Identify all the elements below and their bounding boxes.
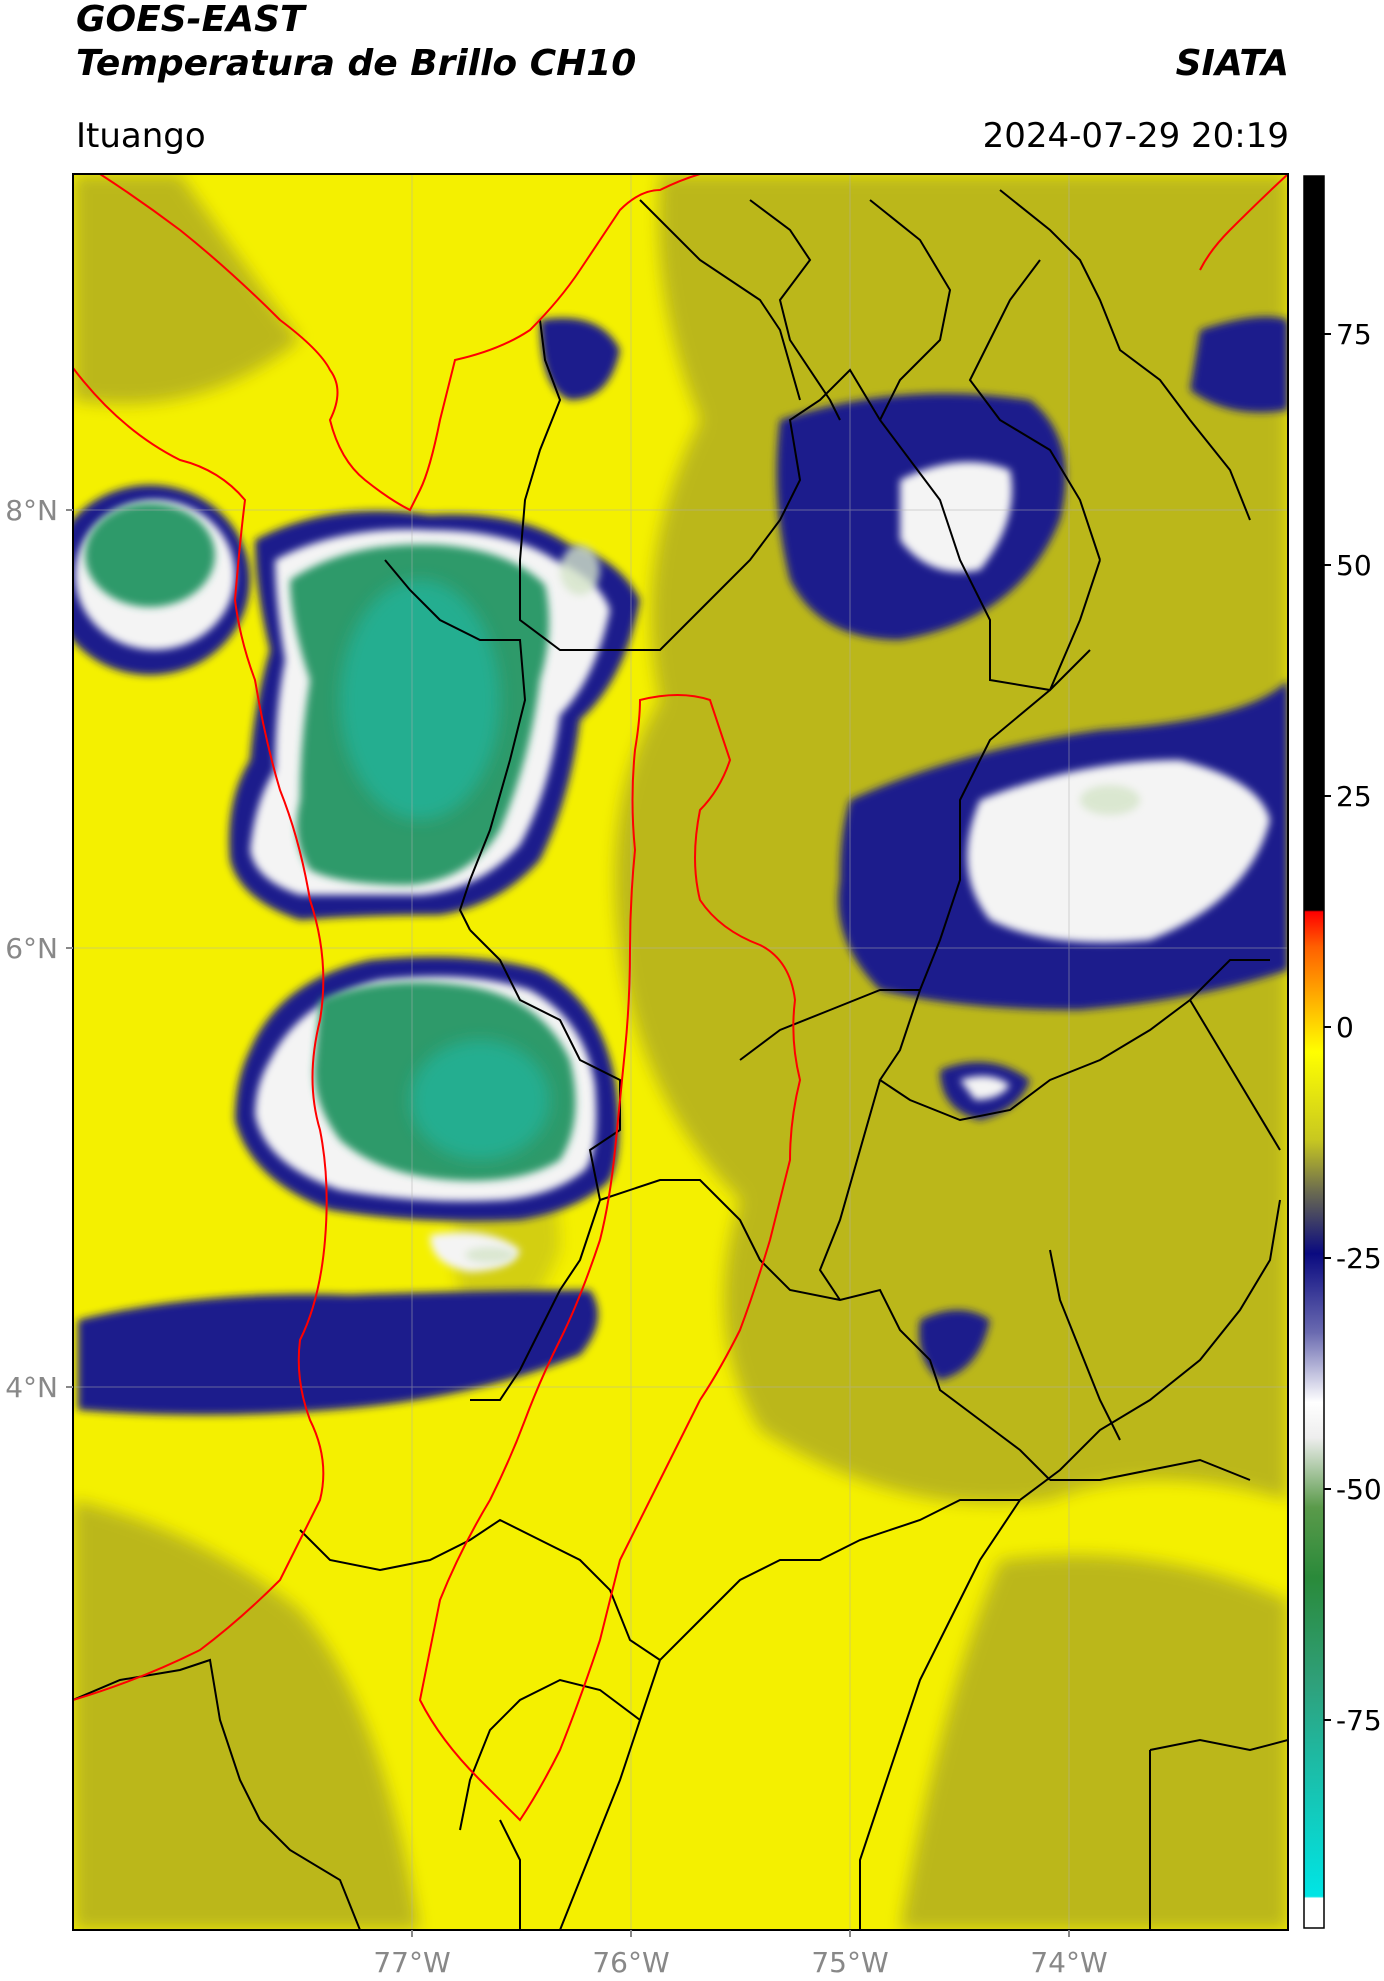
timestamp-label: 2024-07-29 20:19	[982, 116, 1289, 156]
colorbar: 75 50 25 0 -25 -50 -75	[1303, 175, 1382, 1929]
map-frame	[72, 173, 1289, 1931]
colorbar-tick-75: 75	[1336, 318, 1372, 351]
colorbar-tick-minus25: -25	[1336, 1242, 1382, 1275]
lon-label-75w: 75°W	[811, 1946, 888, 1979]
lon-label-74w: 74°W	[1030, 1946, 1107, 1979]
satellite-name: GOES-EAST	[76, 0, 305, 40]
lat-label-4n: 4°N	[5, 1371, 58, 1404]
location-label: Ituango	[76, 116, 206, 156]
admin-borders	[73, 189, 1288, 1930]
colorbar-tick-50: 50	[1336, 549, 1372, 582]
colorbar-bar	[1303, 175, 1325, 1929]
product-title: Temperatura de Brillo CH10	[76, 43, 637, 84]
lat-label-8n: 8°N	[5, 494, 58, 527]
colorbar-tick-minus75: -75	[1336, 1704, 1382, 1737]
graticule	[73, 174, 1288, 1930]
lon-label-77w: 77°W	[373, 1946, 450, 1979]
red-borders	[73, 174, 1288, 1822]
lon-label-76w: 76°W	[592, 1946, 669, 1979]
colorbar-tick-0: 0	[1336, 1011, 1354, 1044]
satellite-image	[73, 174, 1288, 1930]
colorbar-tick-minus50: -50	[1336, 1473, 1382, 1506]
lat-label-6n: 6°N	[5, 932, 58, 965]
colorbar-tick-25: 25	[1336, 780, 1372, 813]
organization-label: SIATA	[1175, 43, 1289, 84]
